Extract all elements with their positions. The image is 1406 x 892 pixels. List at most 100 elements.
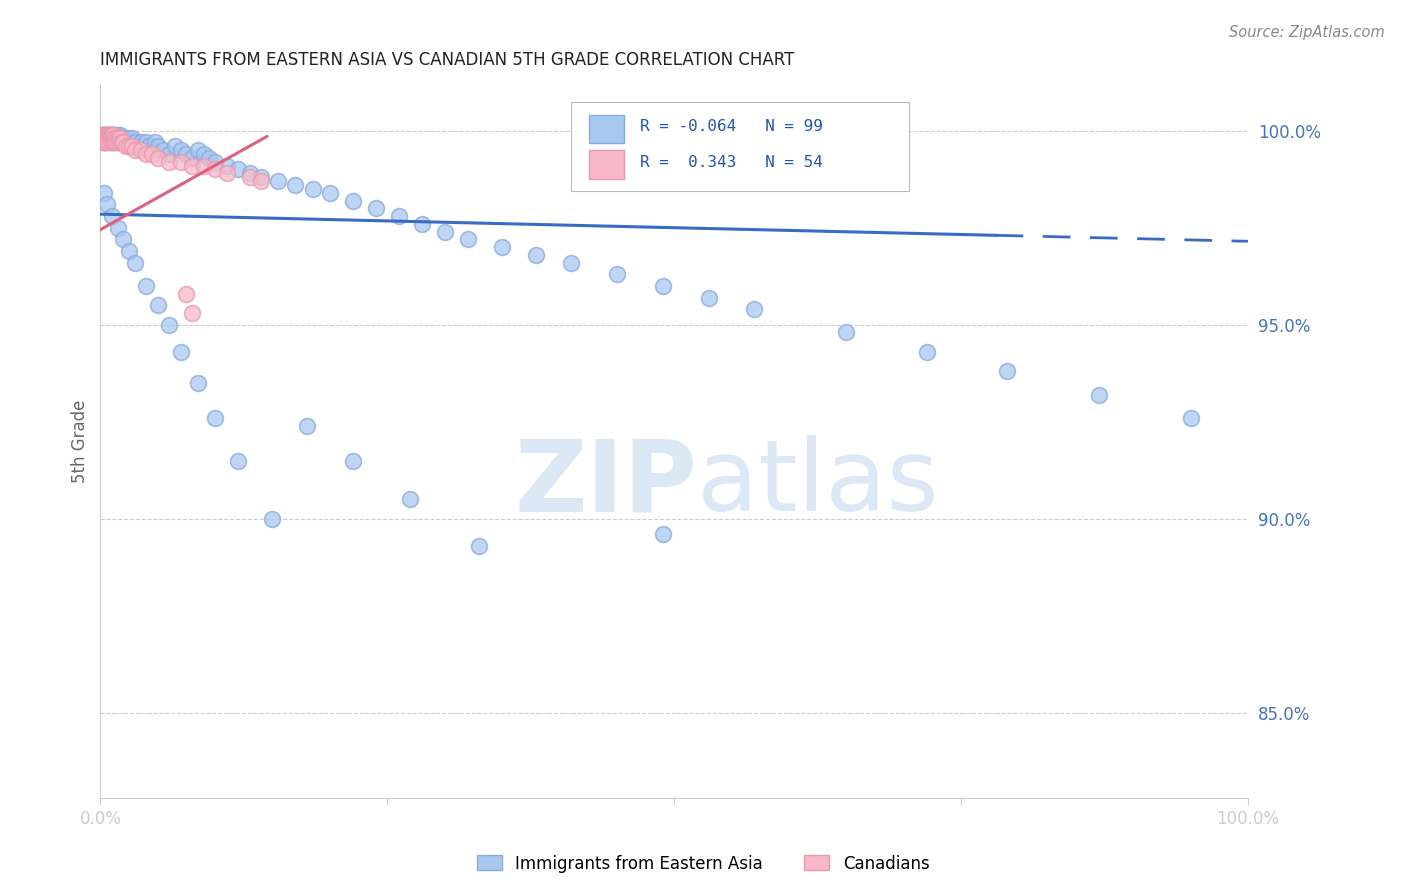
Point	[96, 131, 118, 145]
Point	[108, 128, 131, 142]
Point	[118, 244, 141, 258]
Point	[91, 136, 114, 150]
Point	[226, 162, 249, 177]
Point	[215, 166, 238, 180]
Point	[94, 136, 117, 150]
Point	[114, 136, 136, 150]
Point	[170, 154, 193, 169]
Point	[560, 255, 582, 269]
Y-axis label: 5th Grade: 5th Grade	[72, 400, 89, 483]
Point	[91, 128, 114, 142]
Point	[238, 170, 260, 185]
Point	[129, 143, 152, 157]
Point	[145, 136, 167, 150]
Point	[101, 131, 124, 145]
Point	[98, 131, 121, 145]
Point	[97, 128, 120, 142]
Point	[90, 131, 112, 145]
Point	[101, 136, 124, 150]
Point	[94, 131, 117, 145]
Point	[94, 128, 117, 142]
Text: ZIP: ZIP	[515, 435, 697, 533]
Point	[146, 139, 169, 153]
Point	[284, 178, 307, 192]
Point	[107, 136, 129, 150]
Point	[104, 131, 127, 145]
Point	[157, 154, 180, 169]
Point	[90, 131, 112, 145]
FancyBboxPatch shape	[571, 102, 910, 191]
Point	[94, 128, 117, 142]
Point	[98, 128, 121, 142]
Point	[107, 131, 129, 145]
Point	[110, 136, 132, 150]
Point	[835, 326, 858, 340]
Point	[100, 136, 122, 150]
Point	[1180, 410, 1202, 425]
Point	[138, 139, 160, 153]
Point	[104, 128, 127, 142]
Point	[157, 318, 180, 332]
Text: Source: ZipAtlas.com: Source: ZipAtlas.com	[1229, 25, 1385, 40]
Point	[193, 159, 215, 173]
Point	[93, 131, 115, 145]
Point	[606, 267, 628, 281]
Point	[90, 128, 112, 142]
Point	[129, 136, 152, 150]
Point	[181, 306, 204, 320]
Point	[181, 159, 204, 173]
Point	[94, 128, 117, 142]
Point	[94, 136, 117, 150]
Point	[93, 128, 115, 142]
Point	[187, 143, 209, 157]
Point	[101, 128, 124, 142]
Point	[238, 166, 260, 180]
Point	[170, 143, 193, 157]
Point	[526, 248, 548, 262]
Point	[101, 128, 124, 142]
Point	[135, 136, 157, 150]
Point	[204, 410, 226, 425]
Point	[491, 240, 513, 254]
Point	[101, 131, 124, 145]
Text: atlas: atlas	[697, 435, 939, 533]
Point	[101, 128, 124, 142]
Point	[181, 151, 204, 165]
Point	[995, 364, 1018, 378]
Point	[651, 279, 673, 293]
Point	[114, 139, 136, 153]
Point	[98, 136, 121, 150]
Point	[125, 139, 148, 153]
Point	[101, 209, 124, 223]
Point	[110, 131, 132, 145]
Point	[111, 136, 134, 150]
Point	[651, 527, 673, 541]
Point	[187, 376, 209, 390]
Point	[388, 209, 411, 223]
Point	[107, 220, 129, 235]
Point	[204, 162, 226, 177]
Point	[215, 159, 238, 173]
Point	[93, 186, 115, 200]
Point	[152, 143, 174, 157]
Point	[1087, 387, 1109, 401]
Point	[250, 170, 273, 185]
Point	[96, 128, 118, 142]
Point	[93, 131, 115, 145]
Point	[94, 128, 117, 142]
Point	[226, 453, 249, 467]
Point	[97, 131, 120, 145]
Point	[107, 136, 129, 150]
Point	[120, 139, 142, 153]
Point	[193, 147, 215, 161]
Point	[744, 302, 766, 317]
Point	[267, 174, 290, 188]
Point	[96, 128, 118, 142]
Point	[101, 136, 124, 150]
Point	[105, 136, 128, 150]
Point	[117, 131, 139, 145]
Point	[146, 151, 169, 165]
Point	[342, 453, 364, 467]
Point	[141, 147, 163, 161]
Point	[108, 131, 131, 145]
